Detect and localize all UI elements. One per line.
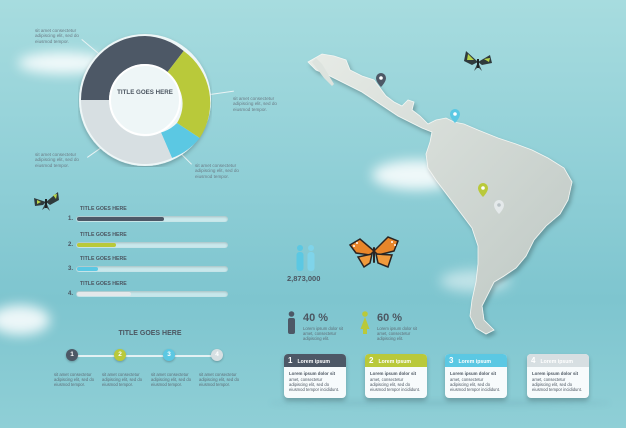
male-icon xyxy=(288,311,295,334)
progress-bar xyxy=(76,291,228,297)
progress-bar xyxy=(76,216,228,222)
progress-bar xyxy=(76,266,228,272)
card-header: 3 Lorem ipsum xyxy=(445,354,507,367)
bar-title: TITLE GOES HERE xyxy=(80,256,127,262)
card-body: Lorem ipsum dolor sit amet, consectetur a… xyxy=(365,367,427,392)
card-heading: Lorem ipsum dolor sit xyxy=(532,371,579,376)
donut-svg xyxy=(79,34,211,166)
butterfly-icon xyxy=(34,192,59,211)
timeline-step-node[interactable]: 3 xyxy=(163,349,175,361)
card-heading: Lorem ipsum dolor sit xyxy=(450,371,497,376)
card-number: 2 xyxy=(369,356,374,365)
timeline-step-node[interactable]: 2 xyxy=(114,349,126,361)
bar-number: 1. xyxy=(68,216,74,222)
female-icon xyxy=(360,311,370,334)
info-card[interactable]: 2 Lorem ipsum Lorem ipsum dolor sit amet, c… xyxy=(365,354,427,398)
timeline-step-text: sit amet consectetur adipiscing elit, se… xyxy=(151,372,192,387)
donut-note-right: sit amet consectetur adipiscing elit, se… xyxy=(233,96,277,112)
donut-note-bottom-left: sit amet consectetur adipiscing elit, se… xyxy=(35,152,79,168)
card-text: amet, consectetur adipiscing elit, sed d… xyxy=(532,377,583,392)
card-number: 3 xyxy=(449,356,454,365)
progress-bar-fill xyxy=(77,243,116,247)
female-percent: 60 % xyxy=(377,312,403,324)
population-value: 2,873,000 xyxy=(287,274,321,283)
card-heading: Lorem ipsum dolor sit xyxy=(289,371,336,376)
donut-note-bottom-right: sit amet consectetur adipiscing elit, se… xyxy=(195,163,239,179)
donut-title: TITLE GOES HERE xyxy=(117,89,173,96)
donut-segment-lime xyxy=(166,51,211,138)
card-body: Lorem ipsum dolor sit amet, consectetur a… xyxy=(527,367,589,392)
card-number: 1 xyxy=(288,356,293,365)
card-text: amet, consectetur adipiscing elit, sed d… xyxy=(370,377,421,392)
card-header: 4 Lorem ipsum xyxy=(527,354,589,367)
timeline-step-node[interactable]: 4 xyxy=(211,349,223,361)
people-icon xyxy=(296,245,315,271)
progress-bar-fill xyxy=(77,267,98,271)
bar-title: TITLE GOES HERE xyxy=(80,206,127,212)
cloud xyxy=(18,52,108,74)
map-pin-icon[interactable] xyxy=(450,109,460,123)
info-card[interactable]: 3 Lorem ipsum Lorem ipsum dolor sit amet, c… xyxy=(445,354,507,398)
bar-row: TITLE GOES HERE 2. xyxy=(68,232,230,252)
donut-segment-cyan xyxy=(161,123,200,158)
timeline-line xyxy=(72,355,217,357)
butterfly-icon xyxy=(348,236,399,269)
card-number: 4 xyxy=(531,356,536,365)
map-pin-icon[interactable] xyxy=(494,200,504,214)
map-landmass xyxy=(307,53,573,335)
bar-row: TITLE GOES HERE 3. xyxy=(68,256,230,276)
bar-number: 4. xyxy=(68,291,74,297)
card-title: Lorem ipsum xyxy=(378,359,412,365)
card-header: 1 Lorem ipsum xyxy=(284,354,346,367)
donut-hole xyxy=(109,64,181,136)
bar-row: TITLE GOES HERE 4. xyxy=(68,281,230,301)
ground-shadow xyxy=(270,400,610,406)
map-pin-icon[interactable] xyxy=(478,183,488,197)
donut-segment-dark-2 xyxy=(81,36,145,100)
south-america-map xyxy=(307,53,573,335)
bar-row: TITLE GOES HERE 1. xyxy=(68,206,230,226)
card-body: Lorem ipsum dolor sit amet, consectetur a… xyxy=(284,367,346,392)
timeline-step-node[interactable]: 1 xyxy=(66,349,78,361)
donut-segment-dark xyxy=(145,36,184,74)
map-pin-icon[interactable] xyxy=(376,73,386,87)
bar-title: TITLE GOES HERE xyxy=(80,281,127,287)
timeline-title: TITLE GOES HERE xyxy=(118,330,182,337)
card-text: amet, consectetur adipiscing elit, sed d… xyxy=(450,377,501,392)
card-title: Lorem ipsum xyxy=(297,359,331,365)
timeline-step-text: sit amet consectetur adipiscing elit, se… xyxy=(102,372,143,387)
donut-chart: TITLE GOES HERE xyxy=(78,33,212,167)
info-card[interactable]: 1 Lorem ipsum Lorem ipsum dolor sit amet, c… xyxy=(284,354,346,398)
female-text: Lorem ipsum dolor sit amet, consectetur … xyxy=(377,326,418,341)
butterfly-icon xyxy=(464,51,492,71)
progress-bar xyxy=(76,242,228,248)
card-title: Lorem ipsum xyxy=(458,359,492,365)
timeline-step-text: sit amet consectetur adipiscing elit, se… xyxy=(199,372,240,387)
card-header: 2 Lorem ipsum xyxy=(365,354,427,367)
cloud xyxy=(0,305,50,335)
card-heading: Lorem ipsum dolor sit xyxy=(370,371,417,376)
progress-bar-fill xyxy=(77,292,131,296)
donut-segment-light xyxy=(81,100,172,164)
card-title: Lorem ipsum xyxy=(540,359,574,365)
donut-note-top-left: sit amet consectetur adipiscing elit, se… xyxy=(35,28,79,44)
card-text: amet, consectetur adipiscing elit, sed d… xyxy=(289,377,340,392)
progress-bar-fill xyxy=(77,217,164,221)
male-percent: 40 % xyxy=(303,312,329,324)
male-text: Lorem ipsum dolor sit amet, consectetur … xyxy=(303,326,344,341)
bar-number: 3. xyxy=(68,266,74,272)
bar-number: 2. xyxy=(68,242,74,248)
timeline-step-text: sit amet consectetur adipiscing elit, se… xyxy=(54,372,95,387)
card-body: Lorem ipsum dolor sit amet, consectetur a… xyxy=(445,367,507,392)
bar-title: TITLE GOES HERE xyxy=(80,232,127,238)
map-baja xyxy=(312,58,334,86)
info-card[interactable]: 4 Lorem ipsum Lorem ipsum dolor sit amet, c… xyxy=(527,354,589,398)
